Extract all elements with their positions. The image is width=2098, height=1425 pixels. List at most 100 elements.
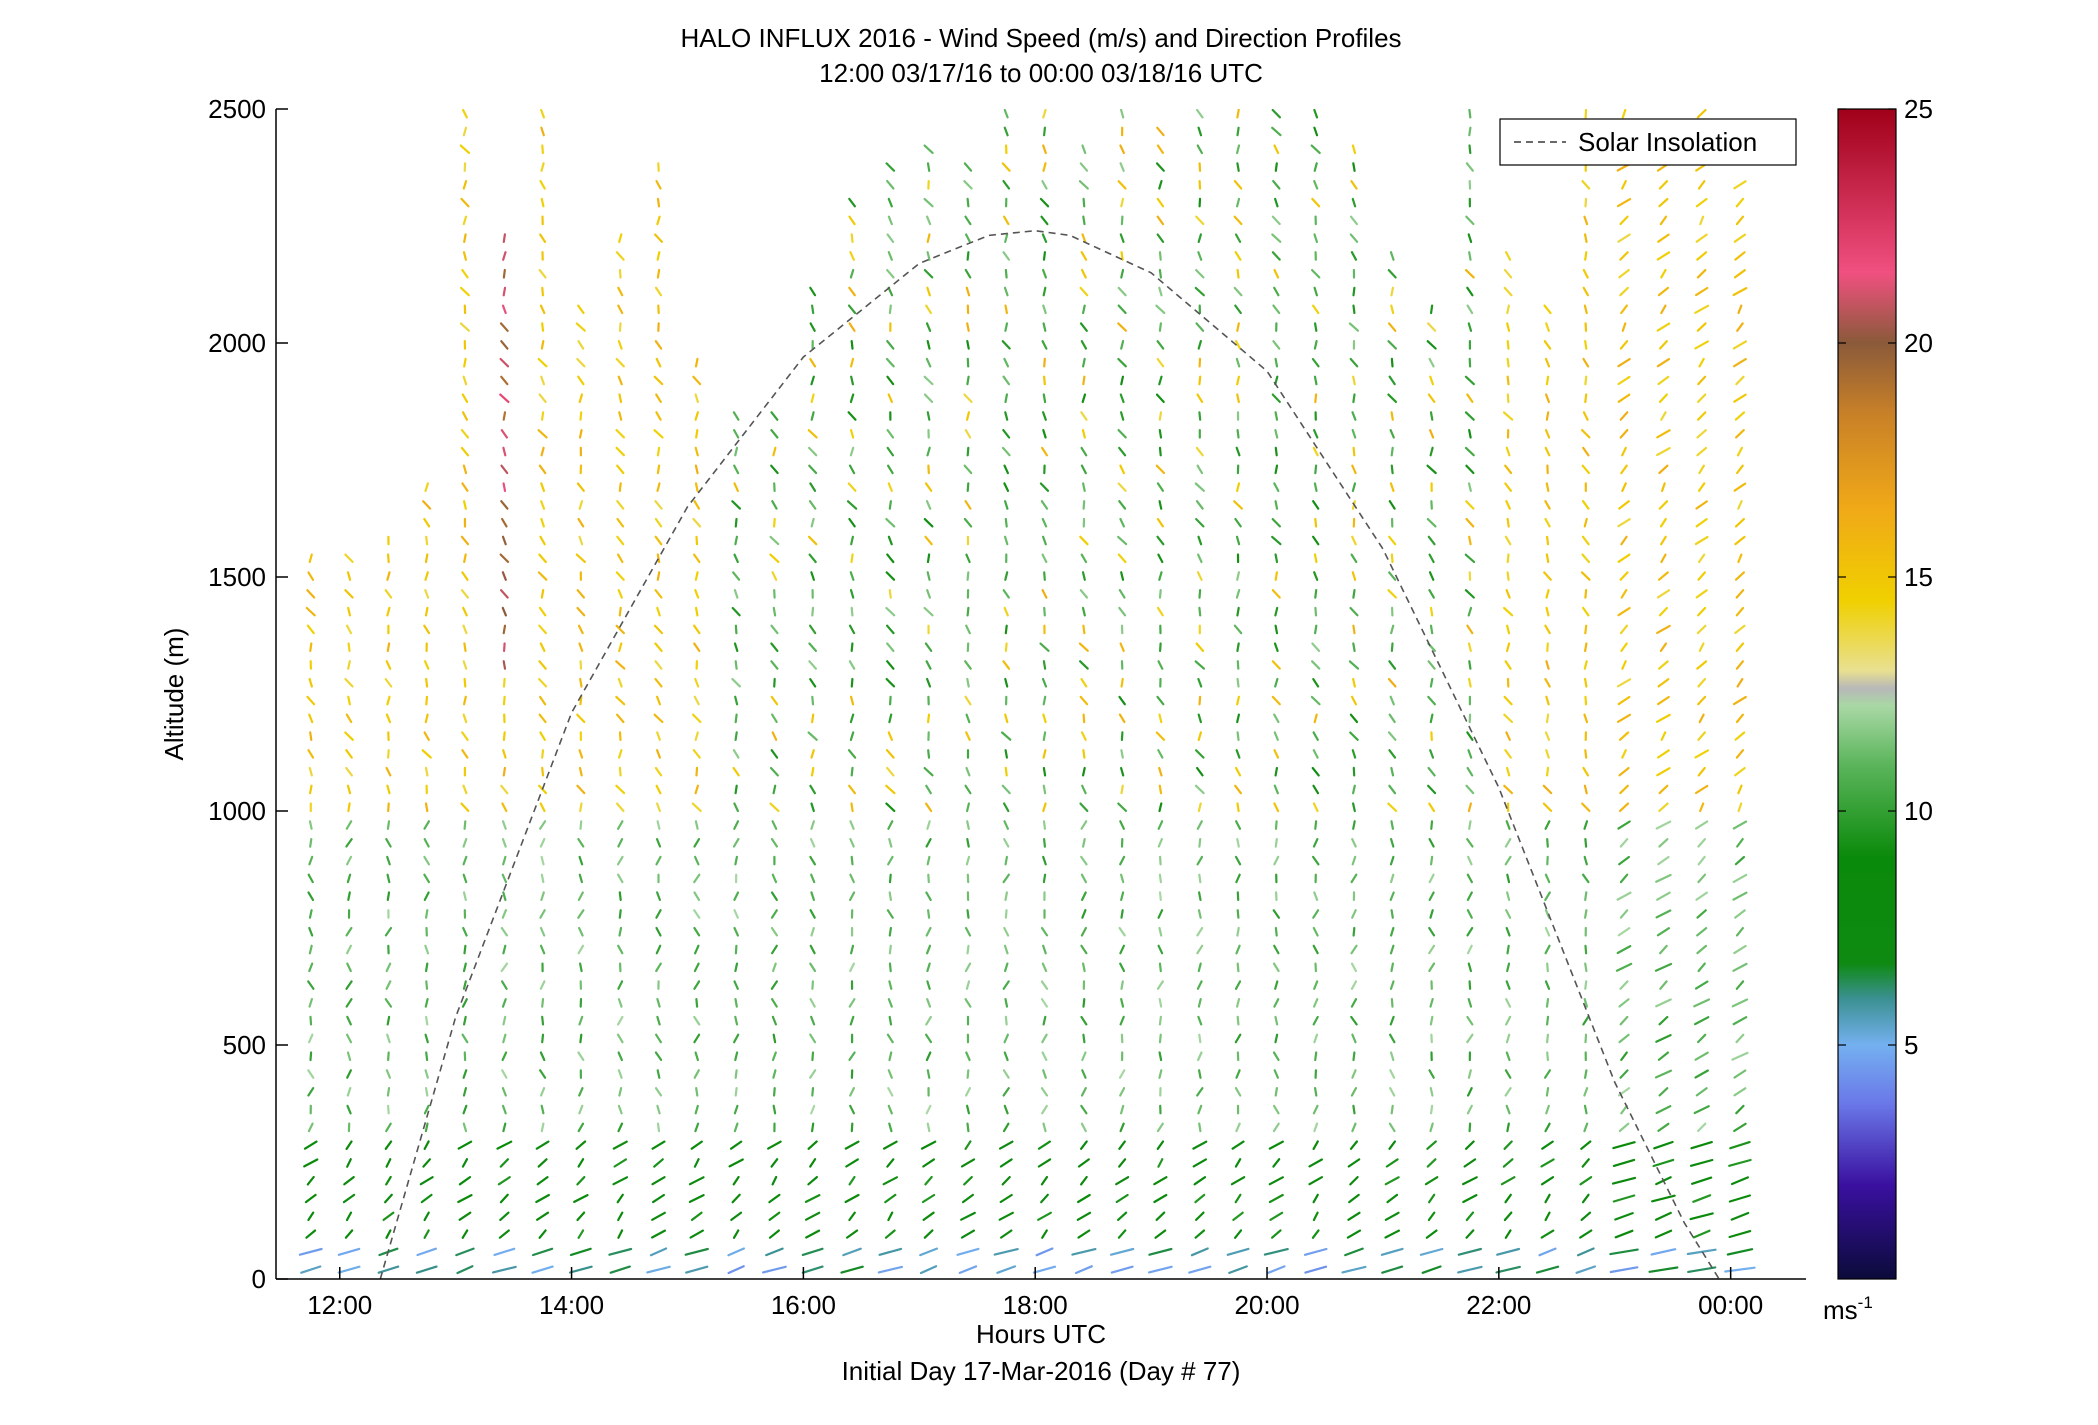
wind-vector (771, 571, 778, 581)
wind-vector (885, 606, 896, 617)
wind-vector (730, 1211, 743, 1222)
wind-vector (1620, 304, 1629, 315)
wind-vector (731, 1193, 741, 1204)
wind-vector (1188, 1265, 1212, 1274)
wind-vector (1506, 553, 1510, 564)
wind-vector (886, 429, 895, 439)
chart-subtitle: Initial Day 17-Mar-2016 (Day # 77) (842, 1356, 1241, 1386)
wind-vector (344, 553, 354, 564)
wind-vector (1618, 269, 1630, 279)
wind-vector (500, 500, 509, 510)
wind-vector (577, 1229, 585, 1239)
wind-vector (1351, 749, 1357, 759)
wind-vector (501, 535, 507, 546)
wind-vector (1158, 784, 1163, 795)
wind-vector (1389, 1051, 1395, 1062)
wind-vector (1545, 1104, 1550, 1115)
wind-vector (1696, 1122, 1707, 1133)
wind-vector (1468, 1122, 1472, 1133)
wind-vector (616, 820, 624, 830)
wind-vector (578, 749, 584, 759)
wind-vector (732, 411, 740, 421)
wind-vector (1655, 820, 1672, 830)
wind-vector (727, 1247, 746, 1257)
wind-vector (1583, 517, 1588, 528)
wind-vector (1697, 962, 1706, 973)
wind-vector (1118, 1140, 1126, 1150)
wind-vector (1429, 624, 1434, 635)
wind-vector (615, 446, 626, 457)
wind-vector (693, 980, 701, 990)
wind-vector (1545, 997, 1550, 1008)
wind-vector (1698, 713, 1705, 724)
wind-vector (1619, 571, 1629, 581)
wind-vector (695, 429, 699, 439)
wind-vector (801, 1247, 824, 1257)
wind-vector (344, 731, 354, 741)
wind-vector (617, 944, 624, 955)
wind-vector (1658, 197, 1669, 208)
wind-vector (1505, 500, 1511, 510)
wind-vector (502, 411, 507, 421)
wind-vector (1693, 1016, 1710, 1026)
wind-vector (1119, 464, 1126, 475)
wind-vector (1198, 588, 1202, 599)
wind-vector (925, 304, 933, 315)
wind-vector (1698, 642, 1705, 653)
wind-vector (849, 837, 855, 848)
wind-vector (646, 1265, 671, 1274)
wind-vector (1269, 1211, 1284, 1221)
wind-vector (1428, 553, 1435, 564)
wind-vector (1042, 109, 1047, 119)
wind-vector (1544, 980, 1551, 990)
y-tick-label: 0 (252, 1264, 266, 1294)
wind-vector (424, 1033, 429, 1044)
wind-vector (809, 357, 817, 368)
wind-vector (419, 1176, 434, 1186)
wind-vector (966, 837, 970, 848)
wind-vector (964, 998, 972, 1008)
wind-vector (1041, 517, 1048, 528)
wind-vector (651, 1193, 666, 1204)
wind-vector (502, 446, 507, 457)
wind-vector (1735, 215, 1745, 226)
wind-vector (1390, 997, 1394, 1008)
wind-vector (501, 1069, 508, 1079)
wind-vector (926, 1122, 931, 1133)
wind-vector (1540, 1158, 1555, 1168)
wind-vector (460, 446, 470, 457)
wind-vector (346, 944, 352, 955)
wind-vector (807, 429, 818, 439)
wind-vector (1118, 926, 1126, 937)
wind-vector (807, 1175, 819, 1186)
wind-vector (422, 500, 432, 510)
wind-vector (1312, 1193, 1319, 1204)
wind-vector (615, 429, 626, 439)
wind-vector (1195, 215, 1205, 226)
wind-vector (463, 553, 467, 564)
wind-vector (499, 1193, 509, 1204)
wind-vector (655, 695, 662, 706)
wind-vector (1004, 677, 1009, 688)
wind-vector (886, 464, 894, 475)
wind-vector (423, 731, 430, 741)
wind-vector (1196, 944, 1204, 955)
wind-vector (377, 1265, 400, 1274)
wind-vector (1234, 980, 1242, 990)
colorbar-unit-sup: -1 (1858, 1293, 1873, 1312)
wind-vector (810, 411, 815, 421)
legend: Solar Insolation (1499, 118, 1797, 166)
wind-vector (888, 837, 893, 848)
wind-vector (772, 517, 776, 528)
wind-vector (1545, 606, 1550, 617)
wind-vector (695, 1086, 699, 1097)
wind-vector (539, 233, 547, 243)
wind-vector (848, 215, 856, 226)
wind-vector (1655, 1105, 1672, 1115)
chart-title-line-2: 12:00 03/17/16 to 00:00 03/18/16 UTC (819, 58, 1263, 88)
wind-vector (734, 962, 739, 973)
wind-vector (423, 1140, 430, 1151)
wind-vector (1736, 677, 1744, 688)
wind-vector (770, 660, 779, 670)
wind-vector (1583, 997, 1589, 1008)
